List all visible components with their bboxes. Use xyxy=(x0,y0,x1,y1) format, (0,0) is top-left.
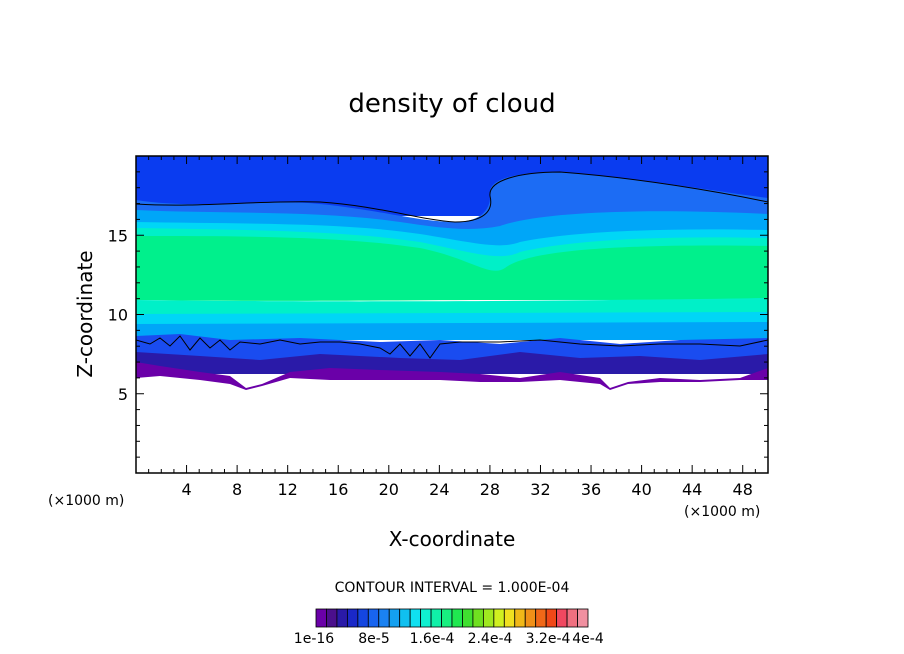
colorbar-swatch xyxy=(346,608,359,628)
x-tick-label: 20 xyxy=(379,480,399,499)
colorbar-swatch xyxy=(441,608,453,628)
x-tick-label: 44 xyxy=(682,480,702,499)
x-axis-label: X-coordinate xyxy=(389,527,516,551)
colorbar-swatch xyxy=(430,608,442,628)
colorbar-swatch xyxy=(451,608,463,628)
colorbar-labels: 1e-16 8e-5 1.6e-4 2.4e-4 3.2e-4 4e-4 xyxy=(294,631,604,647)
colorbar-swatch xyxy=(357,608,369,628)
colorbar-tick-label: 8e-5 xyxy=(358,631,389,647)
colorbar-swatch xyxy=(524,608,537,628)
colorbar-swatch xyxy=(493,608,505,628)
colorbar-swatch xyxy=(577,608,589,628)
colorbar-swatch xyxy=(503,608,516,628)
colorbar-swatch xyxy=(462,608,474,628)
x-tick-label: 28 xyxy=(480,480,500,499)
band-purple-base xyxy=(136,362,768,390)
colorbar-swatch xyxy=(399,608,411,628)
colorbar-swatch xyxy=(556,608,568,628)
colorbar-tick-label: 4e-4 xyxy=(572,631,604,647)
x-tick-label: 4 xyxy=(181,480,191,499)
x-tick-label: 48 xyxy=(733,480,753,499)
contour-lower xyxy=(136,335,768,359)
colorbar-swatch xyxy=(315,608,327,628)
contour-upper xyxy=(136,171,768,223)
colorbar-swatch xyxy=(336,608,348,628)
y-tick-label: 10 xyxy=(108,306,128,325)
band-indigo xyxy=(136,352,768,374)
y-ticks: 5 10 15 xyxy=(108,171,768,458)
contour-interval-text: CONTOUR INTERVAL = 1.000E-04 xyxy=(335,580,570,596)
colorbar-swatch xyxy=(326,608,338,628)
x-tick-label: 36 xyxy=(581,480,601,499)
colorbar xyxy=(315,608,589,628)
colorbar-tick-label: 1.6e-4 xyxy=(410,631,455,647)
x-unit-right: (×1000 m) xyxy=(684,504,760,520)
colorbar-swatch xyxy=(566,608,578,628)
x-tick-label: 32 xyxy=(530,480,550,499)
band-blue-lower xyxy=(136,322,768,340)
colorbar-swatch xyxy=(420,608,432,628)
colorbar-tick-label: 1e-16 xyxy=(294,631,334,647)
colorbar-swatch xyxy=(388,608,401,628)
x-ticks: 4 8 12 16 20 24 28 32 36 40 44 48 xyxy=(148,156,756,499)
x-tick-label: 12 xyxy=(278,480,298,499)
x-tick-label: 24 xyxy=(429,480,449,499)
colorbar-swatch xyxy=(482,608,495,628)
y-axis-label: Z-coordinate xyxy=(73,250,97,377)
x-unit-left: (×1000 m) xyxy=(48,493,124,509)
cloud-density-field xyxy=(136,156,768,390)
colorbar-swatch xyxy=(472,608,484,628)
colorbar-tick-label: 3.2e-4 xyxy=(526,631,571,647)
x-tick-label: 8 xyxy=(232,480,242,499)
colorbar-swatch xyxy=(409,608,422,628)
x-tick-label: 40 xyxy=(631,480,651,499)
colorbar-swatch xyxy=(367,608,380,628)
chart-title: density of cloud xyxy=(348,89,555,119)
colorbar-swatch xyxy=(545,608,558,628)
x-tick-label: 16 xyxy=(328,480,348,499)
colorbar-tick-label: 2.4e-4 xyxy=(468,631,513,647)
band-green-core xyxy=(136,236,768,301)
y-tick-label: 5 xyxy=(118,385,128,404)
colorbar-swatch xyxy=(514,608,526,628)
colorbar-swatch xyxy=(378,608,390,628)
y-tick-label: 15 xyxy=(108,226,128,245)
colorbar-swatch xyxy=(535,608,547,628)
